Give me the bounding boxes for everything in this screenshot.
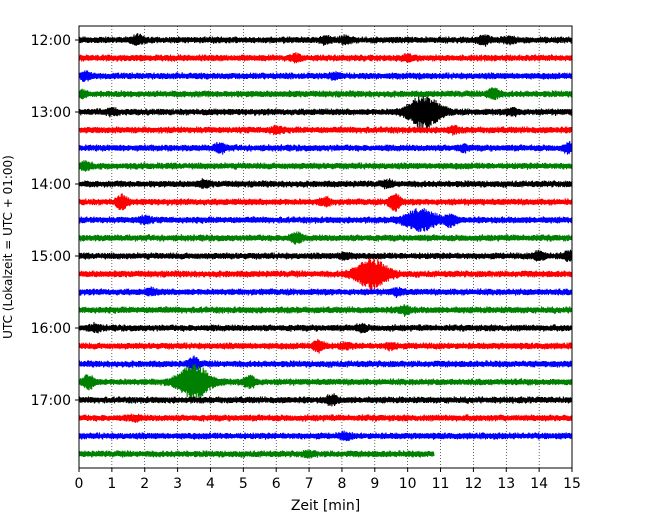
x-tick-label: 0: [75, 476, 84, 492]
trace-1700: [78, 393, 573, 407]
trace-1230: [78, 70, 573, 82]
trace-1615: [78, 338, 573, 354]
trace-1600: [78, 321, 573, 334]
y-tick-label: 16:00: [31, 321, 71, 337]
x-tick-label: 1: [107, 476, 116, 492]
x-tick-label: 15: [563, 476, 581, 492]
trace-1630: [78, 355, 573, 372]
trace-1200: [78, 33, 573, 47]
trace-1330: [78, 140, 573, 155]
x-tick-label: 10: [399, 476, 417, 492]
trace-1530: [78, 286, 573, 299]
x-tick-label: 9: [370, 476, 379, 492]
x-tick-label: 5: [239, 476, 248, 492]
trace-1730: [78, 430, 573, 442]
trace-1515: [78, 257, 573, 291]
x-tick-label: 11: [432, 476, 450, 492]
plot-frame: [78, 25, 573, 469]
x-axis-label: Zeit [min]: [291, 498, 360, 514]
x-tick-label: 13: [497, 476, 515, 492]
y-axis-label: UTC (Lokalzeit = UTC + 01:00): [1, 155, 15, 339]
trace-1245: [78, 87, 573, 101]
trace-1345: [78, 160, 573, 172]
x-tick-label: 3: [173, 476, 182, 492]
y-tick-label: 13:00: [31, 105, 71, 121]
trace-1315: [78, 124, 573, 136]
trace-1400: [78, 178, 573, 190]
trace-1715: [78, 413, 573, 423]
y-tick-label: 17:00: [31, 393, 71, 409]
y-tick-label: 12:00: [31, 33, 71, 49]
x-tick-label: 7: [305, 476, 314, 492]
trace-1430: [78, 208, 573, 233]
trace-1445: [78, 231, 573, 245]
y-tick-label: 14:00: [31, 177, 71, 193]
trace-1415: [78, 193, 573, 212]
x-tick-label: 12: [464, 476, 482, 492]
x-tick-label: 14: [530, 476, 548, 492]
trace-1645: [78, 364, 573, 400]
x-tick-label: 6: [272, 476, 281, 492]
trace-1500: [78, 249, 573, 262]
y-axis: 12:00 13:00 14:00 15:00 16:00 17:00: [31, 33, 79, 409]
y-tick-label: 15:00: [31, 249, 71, 265]
trace-1545: [78, 304, 573, 317]
trace-1745: [78, 449, 435, 459]
x-tick-label: 4: [206, 476, 215, 492]
x-tick-label: 8: [337, 476, 346, 492]
trace-group: [78, 33, 573, 459]
trace-1300: [78, 96, 573, 130]
x-tick-label: 2: [140, 476, 149, 492]
x-axis: 0 1 2 3 4 5 6 7 8 9 10 11 12 13 14 15: [75, 468, 581, 492]
trace-1215: [78, 52, 573, 64]
